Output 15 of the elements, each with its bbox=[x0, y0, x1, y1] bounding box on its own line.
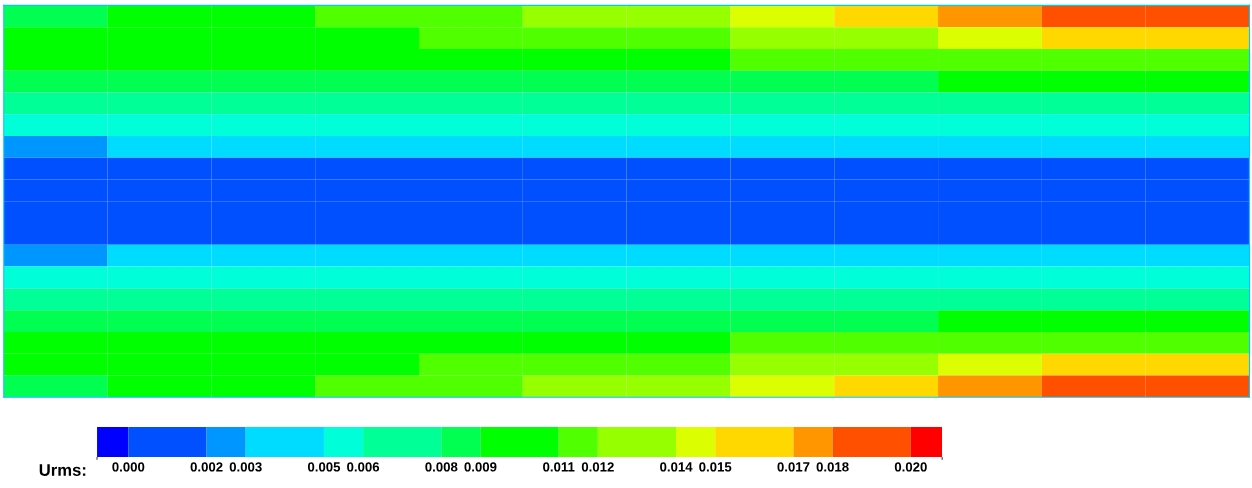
color-bar-label: 0.011 bbox=[543, 462, 575, 472]
color-bar-label: 0.006 bbox=[347, 462, 380, 472]
color-bar-label: 0.000 bbox=[112, 462, 145, 472]
color-bar-label: 0.009 bbox=[464, 462, 497, 472]
color-bar-label: 0.017 bbox=[777, 462, 810, 472]
color-bar-label: 0.005 bbox=[307, 462, 341, 472]
color-bar-title: Urms: bbox=[39, 464, 86, 476]
color-bar-label: 0.002 bbox=[190, 462, 223, 472]
color-bar-label: 0.020 bbox=[894, 462, 927, 472]
color-bar-label: 0.008 bbox=[425, 462, 458, 472]
color-bar-label: 0.015 bbox=[699, 462, 732, 472]
color-bar-label: 0.012 bbox=[581, 462, 614, 472]
color-bar-label: 0.014 bbox=[660, 462, 693, 472]
color-bar-label: 0.018 bbox=[816, 462, 849, 472]
color-bar-label: 0.003 bbox=[229, 462, 262, 472]
